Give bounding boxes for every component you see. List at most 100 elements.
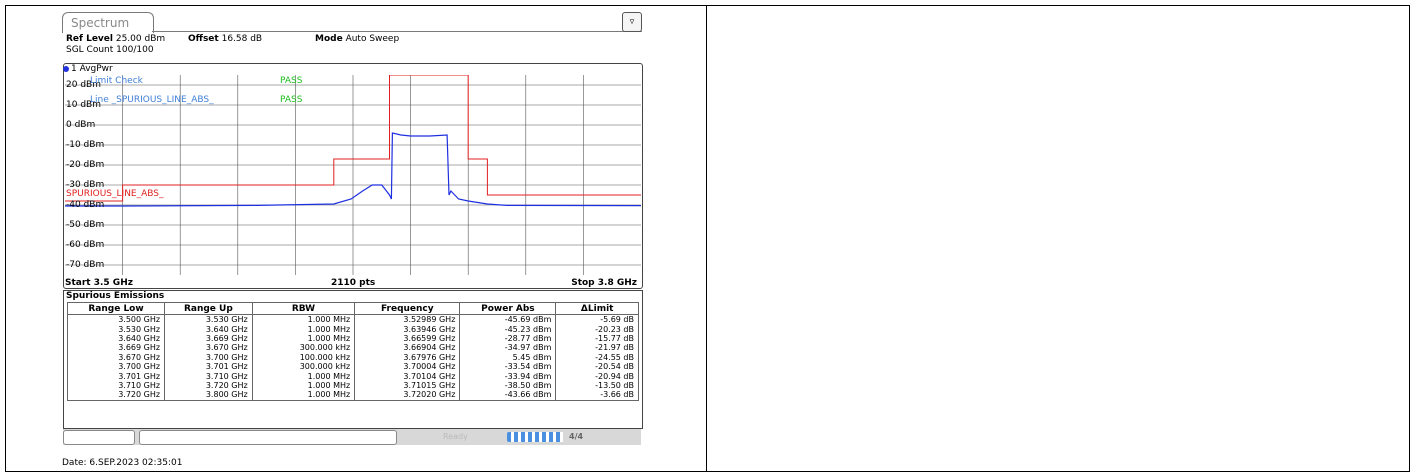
table-cell: -5.69 dB (555, 314, 639, 325)
table-cell: 3.700 GHz (164, 352, 253, 362)
table-cell: -15.77 dB (555, 333, 639, 344)
spurious-emissions-panel: Spurious Emissions Range Low Range Up RBW F… (63, 290, 643, 429)
table-cell: 1.000 MHz (251, 324, 356, 334)
table-cell: 3.800 GHz (164, 390, 253, 401)
table-cell: 1.000 MHz (251, 390, 356, 401)
table-cell: 3.530 GHz (66, 324, 166, 334)
status-bar: Ready 4/4 (63, 429, 641, 461)
table-row[interactable]: 3.700 GHz 3.701 GHz 300.000 kHz 3.70004 GHz… (66, 361, 639, 372)
table-cell: 100.000 kHz (251, 352, 356, 362)
table-cell: 3.669 GHz (66, 343, 166, 353)
table-cell: 3.710 GHz (164, 371, 253, 381)
column-header: RBW (251, 302, 356, 315)
tab-underline (152, 31, 642, 32)
table-row[interactable]: 3.701 GHz 3.710 GHz 1.000 MHz 3.70104 GHz -3… (66, 371, 639, 381)
table-cell: 5.45 dBm (459, 352, 557, 362)
progress-segment (525, 432, 528, 442)
table-cell: 3.640 GHz (164, 324, 253, 334)
table-cell: -20.23 dB (555, 324, 639, 334)
table-row[interactable]: 3.530 GHz 3.640 GHz 1.000 MHz 3.63946 GHz -4… (66, 324, 639, 334)
table-cell: -43.66 dBm (459, 390, 557, 401)
table-cell: 3.500 GHz (66, 314, 166, 325)
spectrum-plot[interactable]: 20 dBm 10 dBm 0 dBm -10 dBm -20 dBm -30 dBm -4… (65, 75, 641, 275)
table-row[interactable]: 3.500 GHz 3.530 GHz 1.000 MHz 3.52989 GHz -4… (66, 314, 639, 325)
progress-segment (511, 451, 514, 461)
tab-label: Spectrum (71, 16, 130, 30)
sweep-progress-bar (507, 432, 563, 461)
series-limit (65, 75, 641, 202)
table-cell: 3.720 GHz (66, 390, 166, 401)
table-cell: 3.701 GHz (164, 361, 253, 372)
outer-frame (5, 5, 1410, 472)
ref-level: Ref Level 25.00 dBm (66, 34, 166, 44)
table-row[interactable]: 3.640 GHz 3.669 GHz 1.000 MHz 3.66599 GHz -2… (66, 333, 639, 344)
table-cell: -33.94 dBm (459, 371, 557, 381)
series-trace (65, 132, 641, 207)
y-tick-label: -10 dBm (66, 140, 105, 150)
frequency-bar: Start 3.5 GHz 2110 pts Stop 3.8 GHz (63, 278, 641, 289)
table-cell: -21.97 dB (555, 343, 639, 353)
sgl-count: SGL Count 100/100 (66, 45, 154, 55)
limit-line-check-result: PASS (280, 95, 303, 105)
table-cell: -33.54 dBm (459, 361, 557, 372)
table-cell: 300.000 kHz (251, 361, 356, 372)
column-header: Frequency (354, 302, 461, 315)
table-cell: 3.66904 GHz (354, 343, 461, 353)
table-cell: 3.670 GHz (164, 343, 253, 353)
limit-line-label: SPURIOUS_LINE_ABS_ (66, 189, 164, 199)
table-row[interactable]: 3.669 GHz 3.670 GHz 300.000 kHz 3.66904 GHz… (66, 343, 639, 353)
diagram-frame (63, 63, 643, 289)
stop-frequency: Stop 3.8 GHz (571, 278, 637, 288)
column-header: ΔLimit (555, 302, 639, 315)
y-tick-label: 0 dBm (66, 120, 96, 130)
table-cell: -20.94 dB (555, 371, 639, 381)
tab-spectrum[interactable]: Spectrum (62, 12, 154, 33)
table-cell: 1.000 MHz (251, 333, 356, 344)
limit-check-result: PASS (280, 76, 303, 86)
table-cell: -45.69 dBm (459, 314, 557, 325)
table-cell: 3.720 GHz (164, 380, 253, 391)
mode: Mode Auto Sweep (315, 34, 400, 44)
y-tick-label: -50 dBm (66, 220, 105, 230)
status-field-message (139, 430, 397, 445)
spectrum-analyzer-screen: Spectrum ▿ Ref Level 25.00 dBm Offset 16… (60, 12, 650, 461)
limit-line-check-label: Line _SPURIOUS_LINE_ABS_ (90, 95, 214, 105)
progress-segment (560, 432, 563, 442)
table-cell: 3.701 GHz (66, 371, 166, 381)
y-tick-label: -40 dBm (66, 200, 105, 210)
table-cell: -28.77 dBm (459, 333, 557, 344)
table-cell: 3.67976 GHz (354, 352, 461, 362)
limit-check-label: Limit Check (90, 76, 143, 86)
spurious-table: Range Low Range Up RBW Frequency Power Abs ΔL… (66, 302, 639, 401)
start-frequency: Start 3.5 GHz (65, 278, 133, 288)
table-cell: 3.710 GHz (66, 380, 166, 391)
trace-dot-icon (63, 65, 69, 72)
table-cell: 1.000 MHz (251, 314, 356, 325)
column-header: Range Low (66, 302, 166, 315)
plot-svg (65, 75, 641, 275)
trace-label: 1 AvgPwr (63, 64, 113, 74)
y-tick-label: 20 dBm (66, 80, 101, 90)
sweep-count-icon: 4/4 (569, 432, 584, 441)
spurious-title: Spurious Emissions (66, 291, 165, 301)
table-cell: 3.669 GHz (164, 333, 253, 344)
progress-segment (546, 432, 549, 442)
date-stamp: Date: 6.SEP.2023 02:35:01 (62, 458, 183, 468)
ready-indicator: Ready (443, 432, 468, 441)
table-cell: 3.71015 GHz (354, 380, 461, 391)
table-row[interactable]: 3.720 GHz 3.800 GHz 1.000 MHz 3.72020 GHz -4… (66, 390, 639, 401)
column-header: Power Abs (459, 302, 557, 315)
progress-segment (511, 432, 514, 442)
table-cell: 3.52989 GHz (354, 314, 461, 325)
table-cell: 300.000 kHz (251, 343, 356, 353)
offset: Offset 16.58 dB (188, 34, 263, 44)
table-cell: 1.000 MHz (251, 371, 356, 381)
table-row[interactable]: 3.670 GHz 3.700 GHz 100.000 kHz 3.67976 GHz… (66, 352, 639, 362)
y-tick-label: -30 dBm (66, 180, 105, 190)
panel-divider (706, 5, 707, 472)
table-cell: -3.66 dB (555, 390, 639, 401)
keyboard-icon[interactable]: ▿ (622, 12, 642, 32)
y-tick-label: 10 dBm (66, 100, 101, 110)
table-cell: 3.700 GHz (66, 361, 166, 372)
table-row[interactable]: 3.710 GHz 3.720 GHz 1.000 MHz 3.71015 GHz -3… (66, 380, 639, 391)
